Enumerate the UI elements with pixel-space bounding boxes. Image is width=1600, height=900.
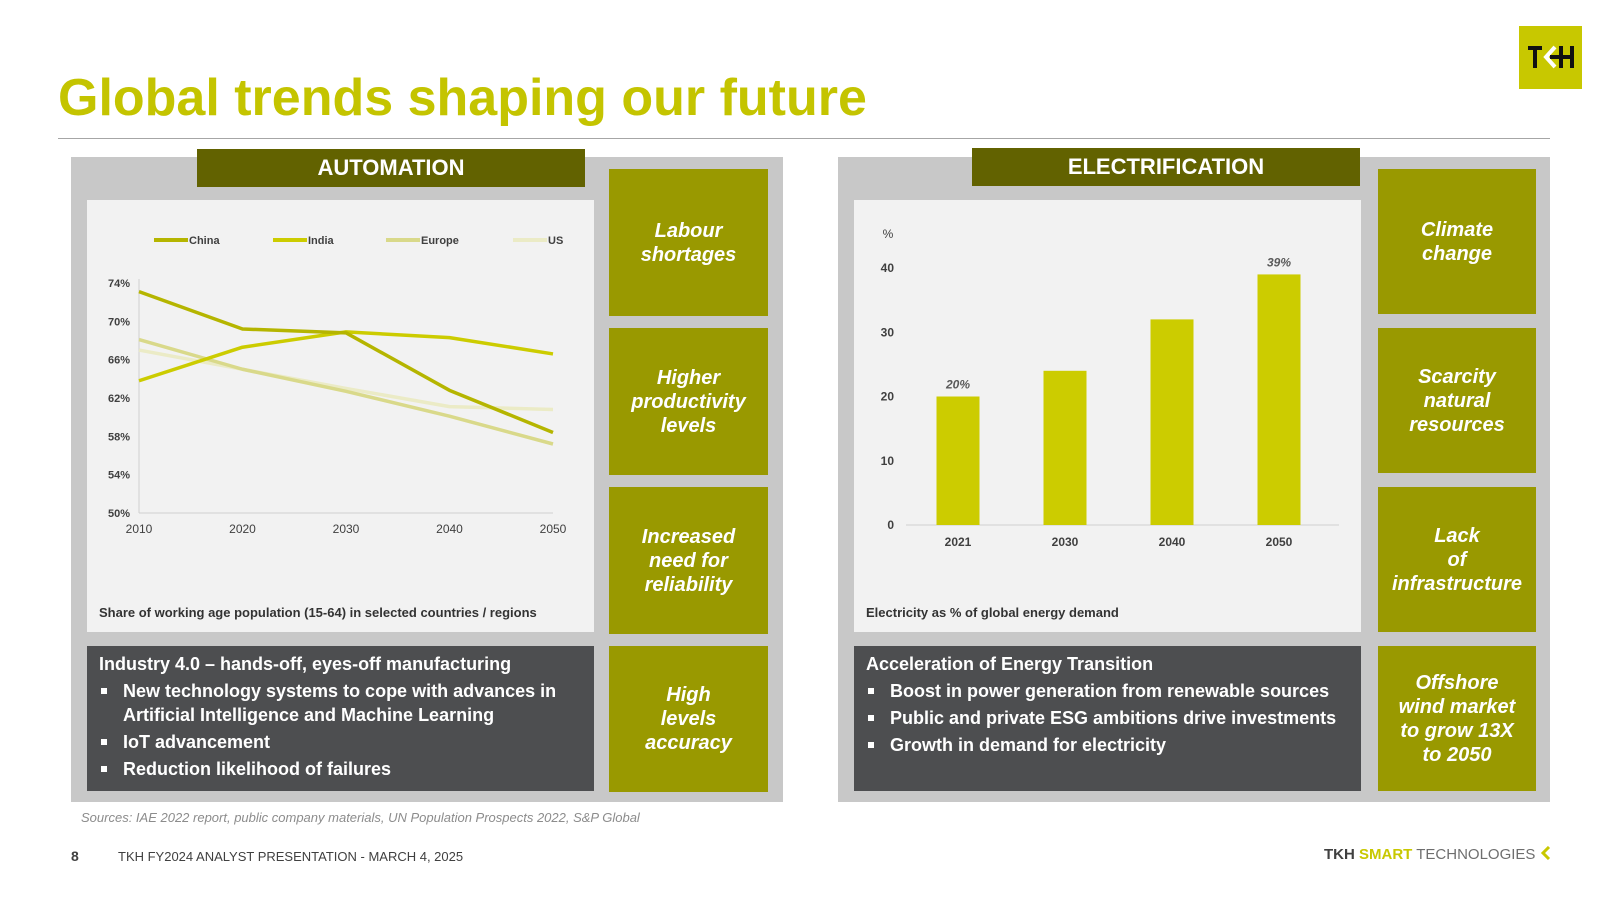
y-tick-label: 70% [108,316,130,328]
automation-chart: 50% 54% 58% 62% 66% 70% 74% 2010 2020 2030 2040 205… [87,200,594,632]
y-tick-label: 50% [108,508,130,520]
automation-bullet: IoT advancement [99,730,582,754]
x-tick-label: 2021 [945,535,972,549]
tile-line: Climate [1420,218,1494,241]
y-tick-label: 74% [108,278,130,290]
electrification-bullet-list: Boost in power generation from renewable… [866,679,1349,757]
tile-line: productivity [631,390,746,413]
tile-line: Increased [641,525,736,548]
y-tick-label: 40 [881,261,895,275]
y-tick-label: 10 [881,454,895,468]
electrification-bullet: Boost in power generation from renewable… [866,679,1349,703]
working-age-line-chart: 50% 54% 58% 62% 66% 70% 74% 2010 2020 2030 2040 205… [108,235,567,536]
x-tick-label: 2030 [333,522,360,536]
tile-line: Labour [654,219,723,242]
tile-offshore-wind: Offshore wind market to grow 13X to 2050 [1378,646,1536,791]
x-tick-label: 2040 [436,522,463,536]
series-line-us [138,348,554,412]
footer-presentation-title: TKH FY2024 ANALYST PRESENTATION - MARCH … [118,849,464,864]
tile-reliability: Increased need for reliability [609,487,768,634]
electrification-bullet: Growth in demand for electricity [866,733,1349,757]
electrification-info-heading: Acceleration of Energy Transition [866,654,1154,674]
legend-label: China [189,235,220,247]
bar-2050 [1257,274,1301,525]
tile-line: to 2050 [1422,743,1492,766]
automation-info-box: Industry 4.0 – hands-off, eyes-off manuf… [87,646,594,791]
bar-2040 [1150,319,1194,525]
tile-line: levels [660,414,717,437]
automation-bullet-list: New technology systems to cope with adva… [99,679,582,781]
y-tick-label: 20 [881,390,895,404]
electrification-header: ELECTRIFICATION [972,148,1360,186]
automation-bullet: Reduction likelihood of failures [99,757,582,781]
bar-2030 [1043,370,1087,525]
tile-lack-infrastructure: Lack of infrastructure [1378,487,1536,632]
tile-line: shortages [640,243,737,266]
tile-line: Lack [1434,524,1480,547]
x-tick-label: 2050 [1266,535,1293,549]
x-tick-label: 2010 [126,522,153,536]
series-line-china [138,289,554,435]
legend-label: India [308,235,335,247]
y-tick-label: 30 [881,325,895,339]
tile-higher-productivity: Higher productivity levels [609,328,768,475]
tkh-logo [1519,26,1582,89]
tile-accuracy: High levels accuracy [609,646,768,792]
tile-line: Scarcity [1418,365,1496,388]
brand-smart: SMART [1359,846,1413,863]
y-tick-label: 0 [887,518,894,532]
tkh-logo-icon [1528,45,1574,69]
electrification-chart-caption: Electricity as % of global energy demand [866,605,1119,620]
legend-label: Europe [421,235,459,247]
tile-line: natural [1423,389,1491,412]
x-tick-label: 2030 [1052,535,1079,549]
tile-line: levels [660,708,717,730]
page-number: 8 [71,848,79,864]
tile-scarcity-resources: Scarcity natural resources [1378,328,1536,473]
y-tick-label: 66% [108,355,130,367]
tile-line: of [1447,548,1467,571]
tile-line: to grow 13X [1400,719,1514,742]
x-tick-label: 2050 [540,522,567,536]
tile-climate-change: Climate change [1378,169,1536,314]
tile-labour-shortages: Labour shortages [609,169,768,316]
y-tick-label: 58% [108,431,130,443]
tile-line: resources [1409,413,1505,436]
tile-line: Higher [656,366,721,389]
series-line-europe [138,337,554,446]
electrification-chart: % 0 10 20 30 40 2021 20% 2030 2040 2050 39% Electri… [854,200,1361,632]
y-tick-label: 62% [108,393,130,405]
tile-line: High [666,684,711,706]
electrification-bullet: Public and private ESG ambitions drive i… [866,706,1349,730]
tile-line: wind market [1398,695,1516,718]
bar-2021 [936,396,980,525]
tile-line: reliability [644,573,733,596]
tile-line: Offshore [1415,671,1499,694]
tile-line: infrastructure [1391,572,1523,595]
sources-note: Sources: IAE 2022 report, public company… [81,810,640,825]
page-title: Global trends shaping our future [58,69,867,127]
y-axis-unit-label: % [883,227,894,241]
title-divider [58,138,1550,139]
x-tick-label: 2020 [229,522,256,536]
automation-info-heading: Industry 4.0 – hands-off, eyes-off manuf… [99,654,512,674]
brand-tkh: TKH [1324,846,1355,863]
automation-bullet: New technology systems to cope with adva… [99,679,582,727]
bar-data-label: 20% [945,378,970,392]
footer-brand: TKH SMART TECHNOLOGIES [1324,845,1552,863]
x-tick-label: 2040 [1159,535,1186,549]
legend-label: US [548,235,563,247]
brand-technologies: TECHNOLOGIES [1416,846,1536,863]
tile-line: accuracy [645,732,732,754]
electrification-info-box: Acceleration of Energy Transition Boost … [854,646,1361,791]
bar-data-label: 39% [1267,255,1291,269]
chevron-left-icon [1540,845,1550,861]
tile-line: need for [649,549,728,572]
y-tick-label: 54% [108,470,130,482]
automation-chart-caption: Share of working age population (15-64) … [99,605,537,620]
tile-line: change [1421,242,1493,265]
automation-header: AUTOMATION [197,149,585,187]
